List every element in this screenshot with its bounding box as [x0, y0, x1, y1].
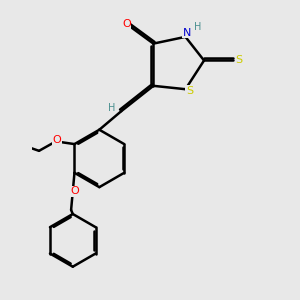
Text: H: H	[108, 103, 116, 113]
Text: S: S	[186, 86, 193, 96]
Text: O: O	[70, 186, 79, 197]
Text: O: O	[52, 135, 61, 145]
Text: S: S	[235, 56, 242, 65]
Text: N: N	[183, 28, 191, 38]
Text: H: H	[194, 22, 201, 32]
Text: O: O	[122, 20, 131, 29]
